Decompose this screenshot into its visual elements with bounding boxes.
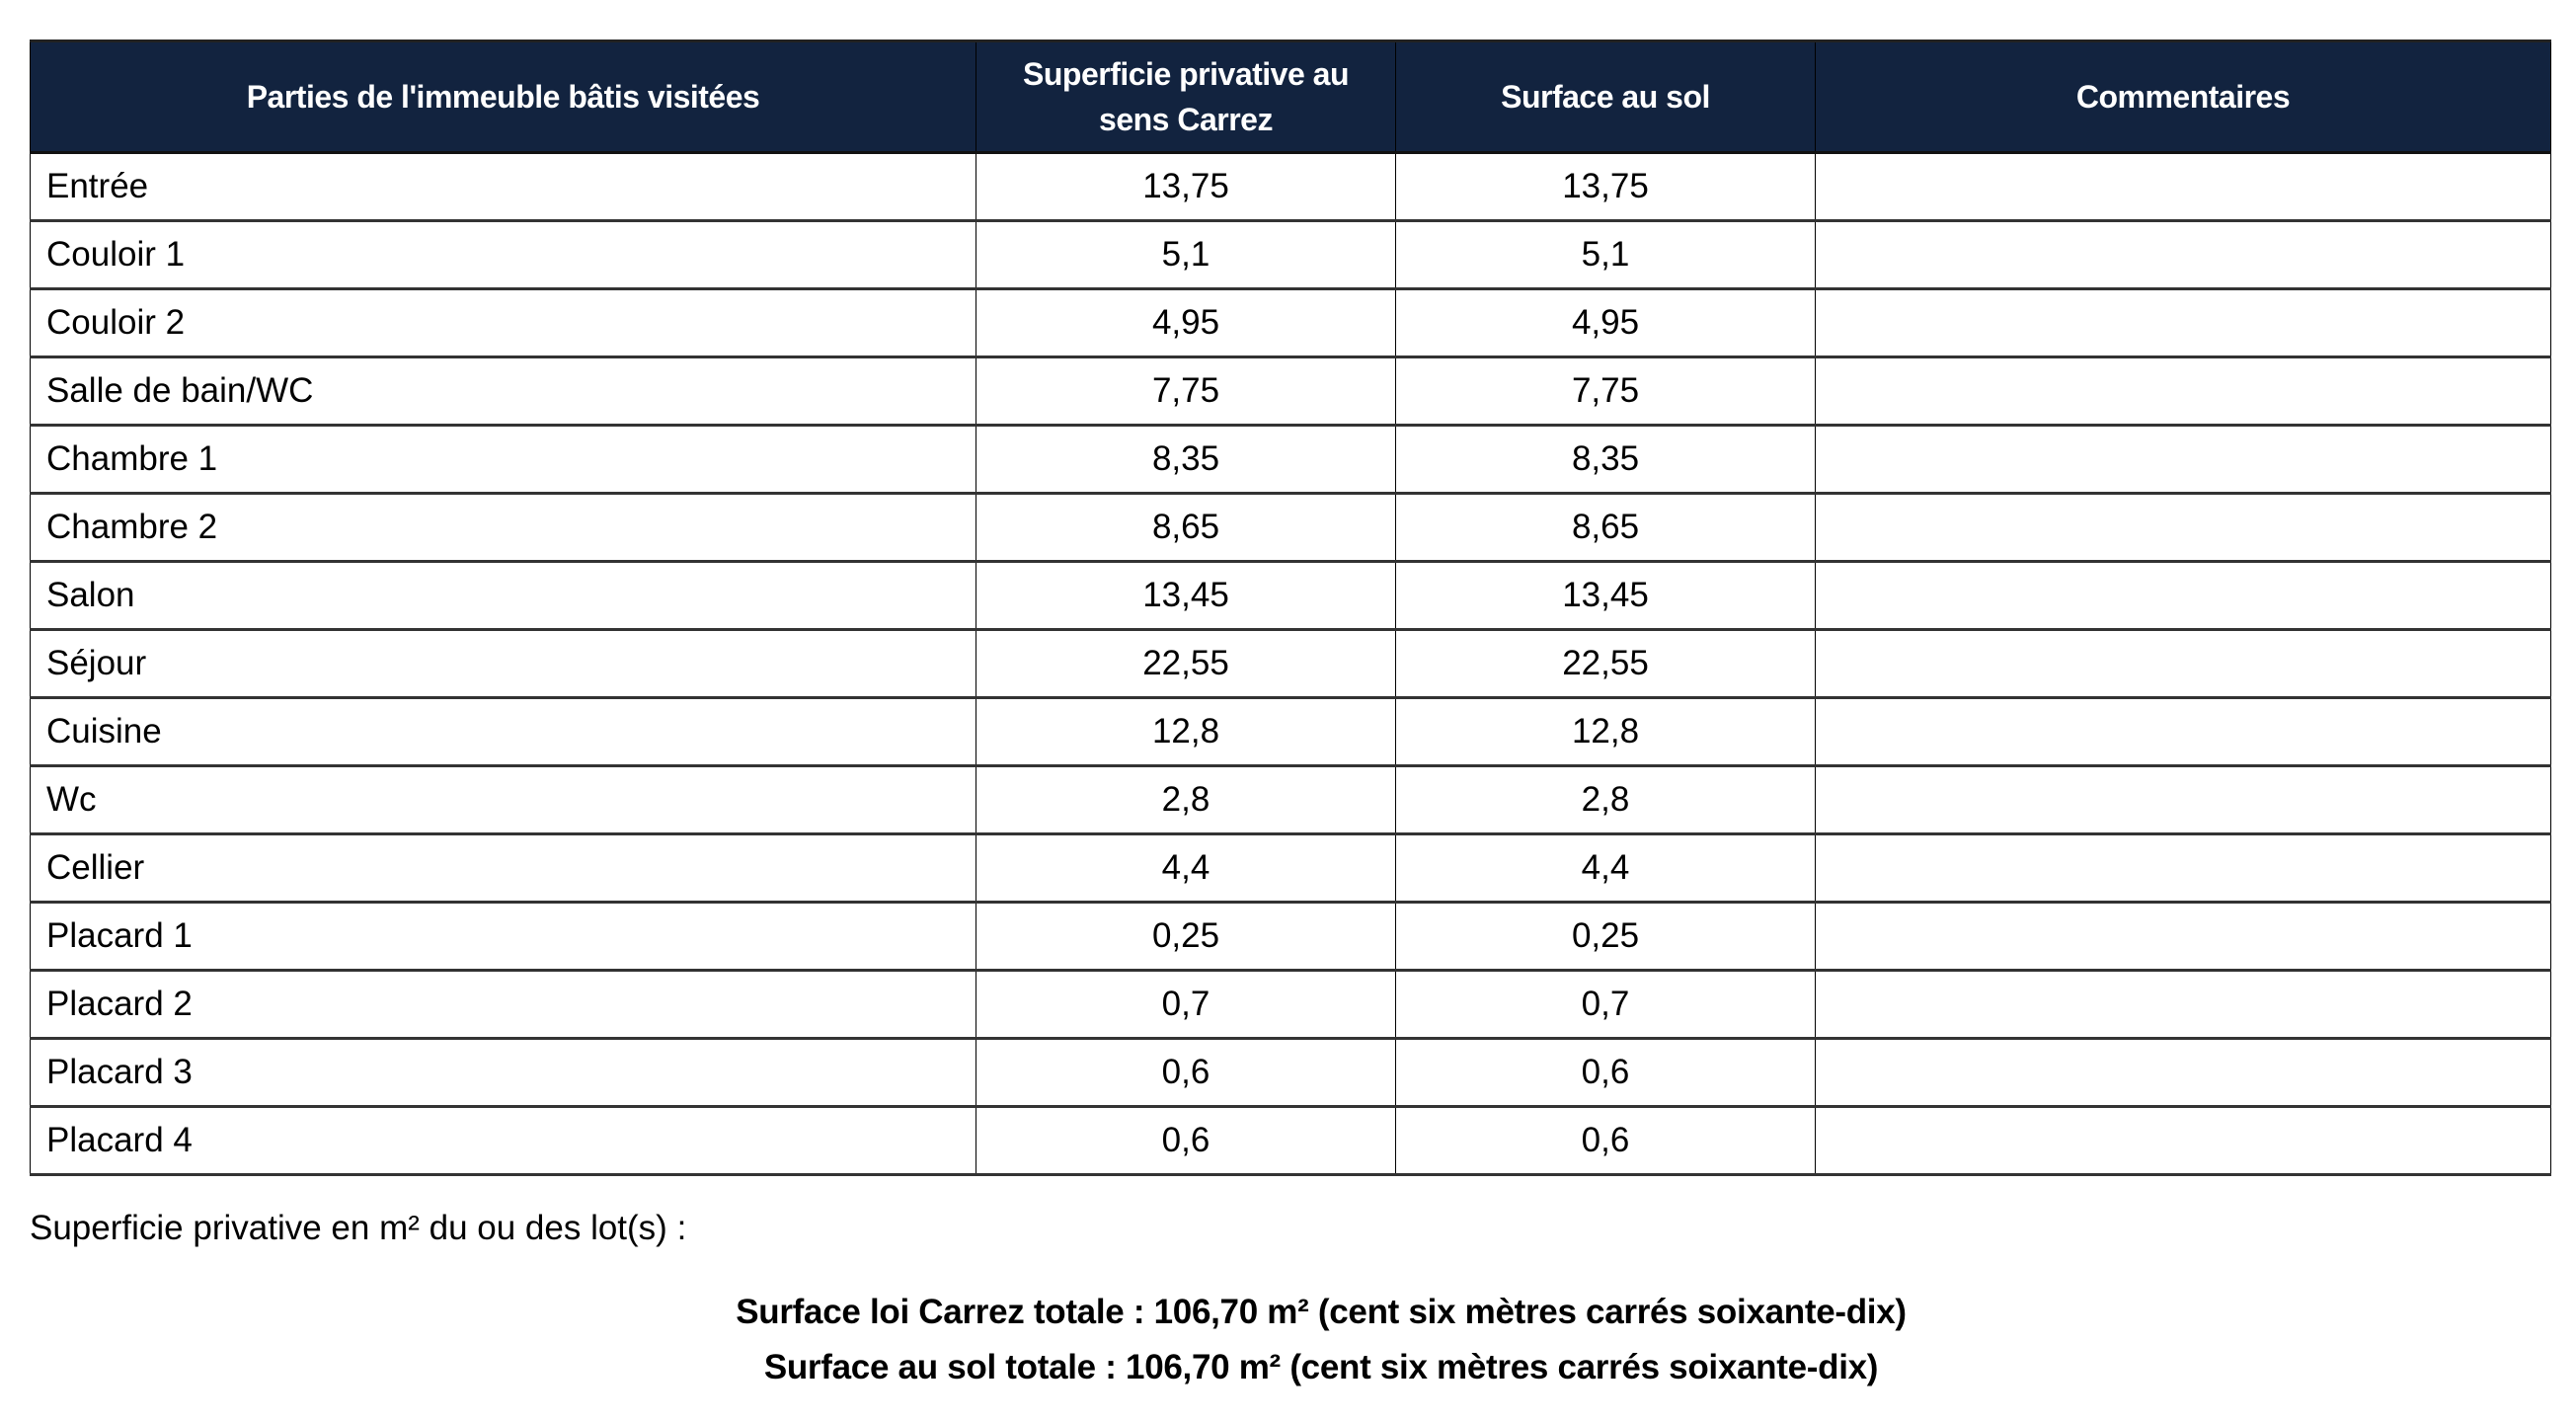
comment-cell — [1815, 561, 2551, 631]
comment-cell — [1815, 356, 2551, 427]
comment-cell — [1815, 765, 2551, 835]
carrez-value: 4,95 — [976, 288, 1396, 358]
table-row: Séjour 22,55 22,55 — [30, 629, 2551, 699]
sol-value: 7,75 — [1395, 356, 1816, 427]
room-name: Entrée — [30, 152, 976, 222]
comment-cell — [1815, 152, 2551, 222]
carrez-total: Surface loi Carrez totale : 106,70 m² (c… — [736, 1293, 1907, 1331]
sol-value: 4,4 — [1395, 833, 1816, 904]
header-rooms: Parties de l'immeuble bâtis visitées — [30, 40, 976, 154]
table-row: Placard 3 0,6 0,6 — [30, 1038, 2551, 1108]
header-sol: Surface au sol — [1395, 40, 1816, 154]
room-name: Placard 2 — [30, 970, 976, 1040]
comment-cell — [1815, 697, 2551, 767]
sol-value: 0,6 — [1395, 1106, 1816, 1176]
sol-value: 5,1 — [1395, 220, 1816, 290]
room-name: Couloir 2 — [30, 288, 976, 358]
room-name: Chambre 1 — [30, 425, 976, 495]
table-row: Couloir 2 4,95 4,95 — [30, 288, 2551, 358]
sol-value: 0,7 — [1395, 970, 1816, 1040]
table-row: Salle de bain/WC 7,75 7,75 — [30, 356, 2551, 427]
carrez-value: 8,65 — [976, 493, 1396, 563]
sol-value: 8,65 — [1395, 493, 1816, 563]
comment-cell — [1815, 833, 2551, 904]
room-name: Salon — [30, 561, 976, 631]
room-name: Chambre 2 — [30, 493, 976, 563]
table-row: Cellier 4,4 4,4 — [30, 833, 2551, 904]
comment-cell — [1815, 629, 2551, 699]
comment-cell — [1815, 425, 2551, 495]
sol-value: 13,45 — [1395, 561, 1816, 631]
table-row: Cuisine 12,8 12,8 — [30, 697, 2551, 767]
comment-cell — [1815, 1106, 2551, 1176]
table-row: Chambre 1 8,35 8,35 — [30, 425, 2551, 495]
carrez-value: 0,6 — [976, 1038, 1396, 1108]
room-name: Salle de bain/WC — [30, 356, 976, 427]
comment-cell — [1815, 493, 2551, 563]
comment-cell — [1815, 220, 2551, 290]
sol-value: 4,95 — [1395, 288, 1816, 358]
room-name: Cellier — [30, 833, 976, 904]
carrez-value: 22,55 — [976, 629, 1396, 699]
carrez-value: 5,1 — [976, 220, 1396, 290]
room-name: Placard 1 — [30, 902, 976, 972]
carrez-value: 0,25 — [976, 902, 1396, 972]
table-row: Placard 2 0,7 0,7 — [30, 970, 2551, 1040]
sol-value: 8,35 — [1395, 425, 1816, 495]
table-row: Entrée 13,75 13,75 — [30, 152, 2551, 222]
sol-value: 0,6 — [1395, 1038, 1816, 1108]
surface-table: Parties de l'immeuble bâtis visitées Sup… — [30, 40, 2551, 1176]
sol-value: 22,55 — [1395, 629, 1816, 699]
table-row: Chambre 2 8,65 8,65 — [30, 493, 2551, 563]
summary-label: Superficie privative en m² du ou des lot… — [30, 1209, 687, 1247]
comment-cell — [1815, 288, 2551, 358]
carrez-value: 0,7 — [976, 970, 1396, 1040]
room-name: Wc — [30, 765, 976, 835]
carrez-value: 13,45 — [976, 561, 1396, 631]
header-comments: Commentaires — [1815, 40, 2551, 154]
carrez-value: 4,4 — [976, 833, 1396, 904]
comment-cell — [1815, 902, 2551, 972]
sol-value: 0,25 — [1395, 902, 1816, 972]
table-body: Entrée 13,75 13,75 Couloir 1 5,1 5,1 Couloir 2… — [30, 152, 2551, 1176]
table-row: Placard 4 0,6 0,6 — [30, 1106, 2551, 1176]
carrez-value: 7,75 — [976, 356, 1396, 427]
carrez-value: 13,75 — [976, 152, 1396, 222]
table-row: Couloir 1 5,1 5,1 — [30, 220, 2551, 290]
sol-value: 2,8 — [1395, 765, 1816, 835]
table-row: Wc 2,8 2,8 — [30, 765, 2551, 835]
carrez-value: 0,6 — [976, 1106, 1396, 1176]
table-row: Salon 13,45 13,45 — [30, 561, 2551, 631]
table-header-row: Parties de l'immeuble bâtis visitées Sup… — [30, 40, 2551, 154]
room-name: Séjour — [30, 629, 976, 699]
sol-value: 13,75 — [1395, 152, 1816, 222]
carrez-value: 8,35 — [976, 425, 1396, 495]
comment-cell — [1815, 970, 2551, 1040]
table-row: Placard 1 0,25 0,25 — [30, 902, 2551, 972]
room-name: Cuisine — [30, 697, 976, 767]
room-name: Couloir 1 — [30, 220, 976, 290]
carrez-value: 2,8 — [976, 765, 1396, 835]
carrez-value: 12,8 — [976, 697, 1396, 767]
sol-value: 12,8 — [1395, 697, 1816, 767]
room-name: Placard 3 — [30, 1038, 976, 1108]
room-name: Placard 4 — [30, 1106, 976, 1176]
sol-total: Surface au sol totale : 106,70 m² (cent … — [763, 1348, 1879, 1386]
header-carrez: Superficie privative au sens Carrez — [976, 40, 1396, 154]
comment-cell — [1815, 1038, 2551, 1108]
